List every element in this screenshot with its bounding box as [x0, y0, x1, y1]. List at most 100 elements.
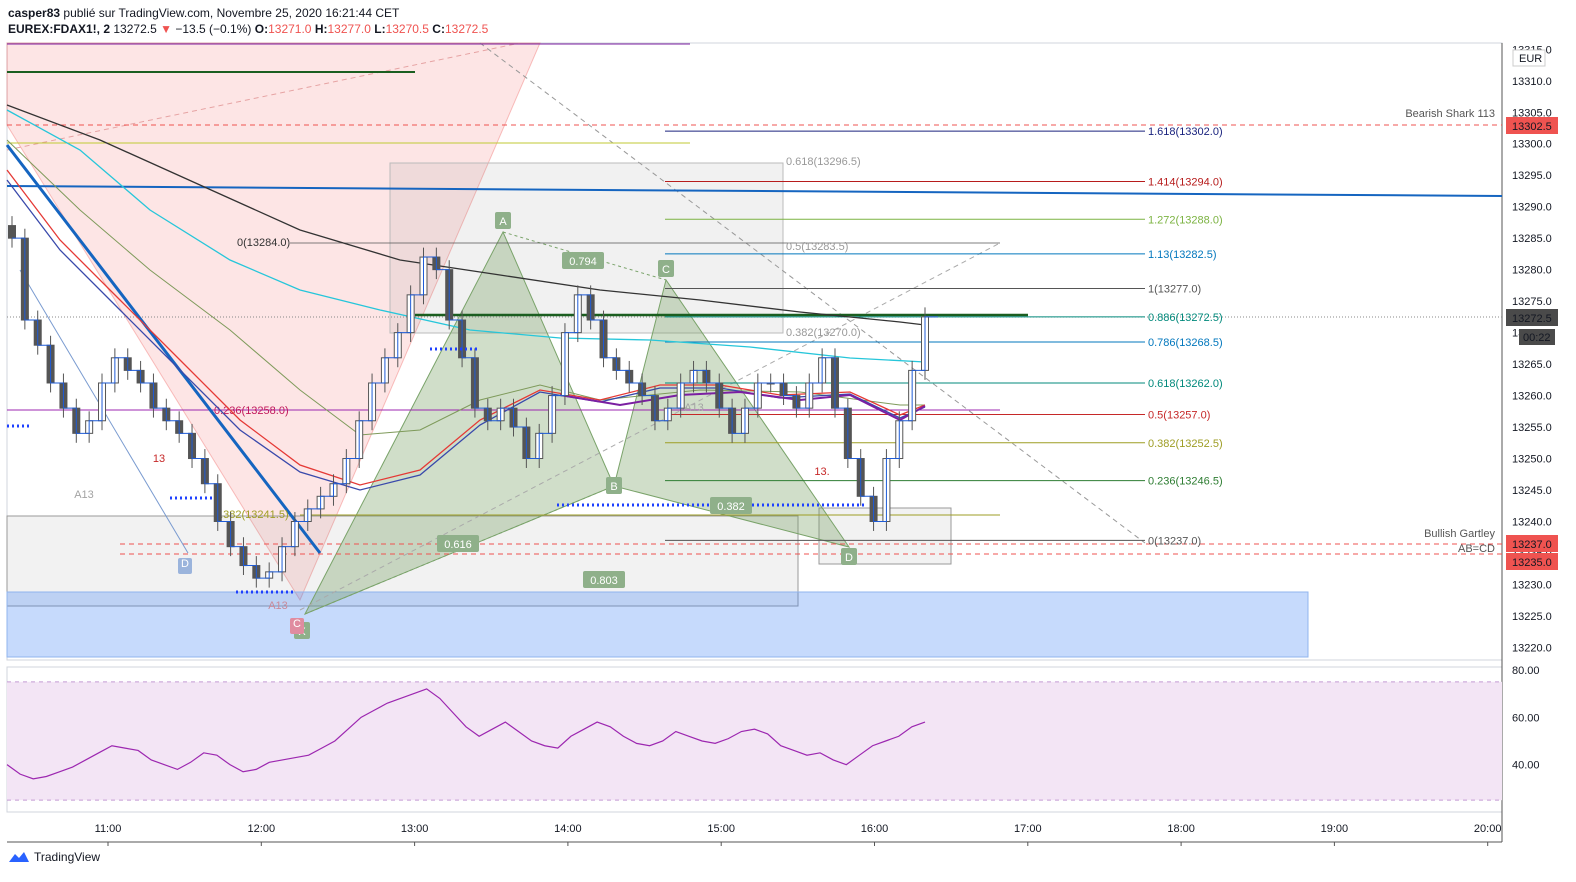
rsi-tick-label: 60.00: [1512, 712, 1540, 724]
fib-other-label: 0(13284.0): [237, 237, 290, 249]
price-tag-box: [1506, 117, 1558, 134]
rsi-tick-label: 40.00: [1512, 760, 1540, 772]
publish-info: casper83 publié sur TradingView.com, Nov…: [8, 6, 399, 20]
low-value: 13270.5: [385, 22, 429, 36]
current-price: 13272.5: [113, 22, 157, 36]
x-tick-label: 17:00: [1014, 823, 1042, 835]
marker-label: 13.: [814, 466, 829, 478]
low-label: L:: [374, 22, 386, 36]
last-price-label: 13272.5: [1512, 313, 1552, 325]
fib-other-label: 0.382(13270.0): [786, 327, 861, 339]
y-tick-label: 13295.0: [1512, 170, 1552, 182]
y-tick-label: 13305.0: [1512, 107, 1552, 119]
marker-badge: [290, 618, 304, 634]
fib-level-label: 1.272(13288.0): [1148, 214, 1223, 226]
publish-text: publié sur TradingView.com, Novembre 25,…: [63, 6, 400, 20]
fib-level-label: 0.886(13272.5): [1148, 312, 1223, 324]
marker-label: D: [181, 558, 189, 570]
currency-label: EUR: [1519, 53, 1542, 65]
price-tag-value: 13302.5: [1512, 121, 1552, 133]
ma-cyan: [6, 109, 926, 363]
candle-body: [8, 225, 16, 239]
y-tick-label: 13300.0: [1512, 139, 1552, 151]
y-tick-label: 13265.0: [1512, 359, 1552, 371]
marker-label: A13: [74, 489, 94, 501]
ratio-badge: [583, 571, 625, 588]
y-tick-label: 13285.0: [1512, 233, 1552, 245]
price-tag-name: Bearish Shark 113: [1405, 108, 1495, 120]
y-tick-label: 13255.0: [1512, 422, 1552, 434]
symbol-name[interactable]: EUREX:FDAX1!, 2: [8, 22, 111, 36]
x-tick-label: 11:00: [95, 823, 122, 835]
countdown-box: [1519, 329, 1555, 345]
close-value: 13272.5: [444, 22, 489, 36]
open-label: O:: [254, 22, 269, 36]
pattern-point-badge: [495, 212, 511, 229]
tradingview-logo-icon: [9, 852, 29, 862]
y-tick-label: 13275.0: [1512, 296, 1552, 308]
bearish-zone: [6, 42, 541, 602]
descending-trendline: [5, 144, 322, 554]
rsi-band: [7, 681, 1502, 801]
rsi-line: [6, 688, 926, 780]
high-value: 13277.0: [327, 22, 371, 36]
fib-other-label: 0.618(13296.5): [786, 156, 861, 168]
support-zone: [6, 591, 1309, 658]
diag-dashed-2: [299, 242, 1001, 611]
fib-level-label: 1(13277.0): [1148, 284, 1201, 296]
y-tick-label: 13310.0: [1512, 76, 1552, 88]
fib-level-label: 0.382(13252.5): [1148, 438, 1223, 450]
close-label: C:: [432, 22, 445, 36]
down-arrow-icon: ▼: [160, 22, 172, 36]
x-tick-label: 13:00: [401, 823, 429, 835]
ma-blue: [6, 179, 926, 491]
fib-level-label: 1.618(13302.0): [1148, 126, 1223, 138]
x-tick-label: 15:00: [707, 823, 735, 835]
fib-other-label: 0.382(13241.5): [214, 509, 289, 521]
diag-dashed-1: [479, 42, 1146, 544]
fib-other-label: 0.5(13283.5): [786, 241, 848, 253]
blue-trendline: [6, 185, 1503, 197]
rsi-tick-label: 80.00: [1512, 665, 1540, 677]
price-change: −13.5 (−0.1%): [175, 22, 252, 36]
fib-box-bottom: [6, 515, 799, 607]
pattern-point-badge: [841, 548, 857, 565]
y-tick-label: 13280.0: [1512, 265, 1552, 277]
price-tag-box: [1506, 553, 1558, 570]
x-tick-label: 20:00: [1474, 823, 1502, 835]
fib-level-label: 0(13237.0): [1148, 535, 1201, 547]
ratio-badge: [562, 252, 604, 269]
y-tick-label: 13230.0: [1512, 579, 1552, 591]
pattern-point-label: A: [499, 216, 507, 228]
ma-purple: [559, 390, 926, 422]
fib-level-label: 1.13(13282.5): [1148, 249, 1217, 261]
ratio-label: 0.616: [444, 539, 472, 551]
x-tick-label: 12:00: [248, 823, 276, 835]
y-tick-label: 13260.0: [1512, 391, 1552, 403]
high-label: H:: [314, 22, 328, 36]
countdown-label: 00:22: [1523, 332, 1551, 344]
ratio-label: 0.803: [590, 575, 618, 587]
pattern-point-label: C: [662, 264, 670, 276]
ratio-badge: [437, 535, 479, 552]
pattern-point-label: D: [845, 552, 853, 564]
pattern-point-label: B: [610, 481, 617, 493]
symbol-bar: EUREX:FDAX1!, 2 13272.5 ▼ −13.5 (−0.1%) …: [8, 22, 488, 36]
diag-dashed-3: [6, 42, 521, 151]
open-value: 13271.0: [268, 22, 312, 36]
last-price-box: [1506, 309, 1558, 326]
fib-level-label: 0.236(13246.5): [1148, 476, 1223, 488]
y-tick-label: 13220.0: [1512, 642, 1552, 654]
fib-level-label: 0.618(13262.0): [1148, 378, 1223, 390]
marker-label: A13: [268, 600, 288, 612]
fib-level-label: 1.414(13294.0): [1148, 177, 1223, 189]
pattern-xb: [304, 485, 615, 615]
fib-level-label: 0.5(13257.0): [1148, 409, 1210, 421]
ratio-label: 0.382: [717, 501, 745, 513]
price-tag-value: 13235.0: [1512, 557, 1552, 569]
marker-badge: [178, 558, 192, 574]
tradingview-footer[interactable]: TradingView: [8, 850, 100, 864]
ratio-badge: [710, 497, 752, 514]
marker-label: A13: [684, 402, 704, 414]
